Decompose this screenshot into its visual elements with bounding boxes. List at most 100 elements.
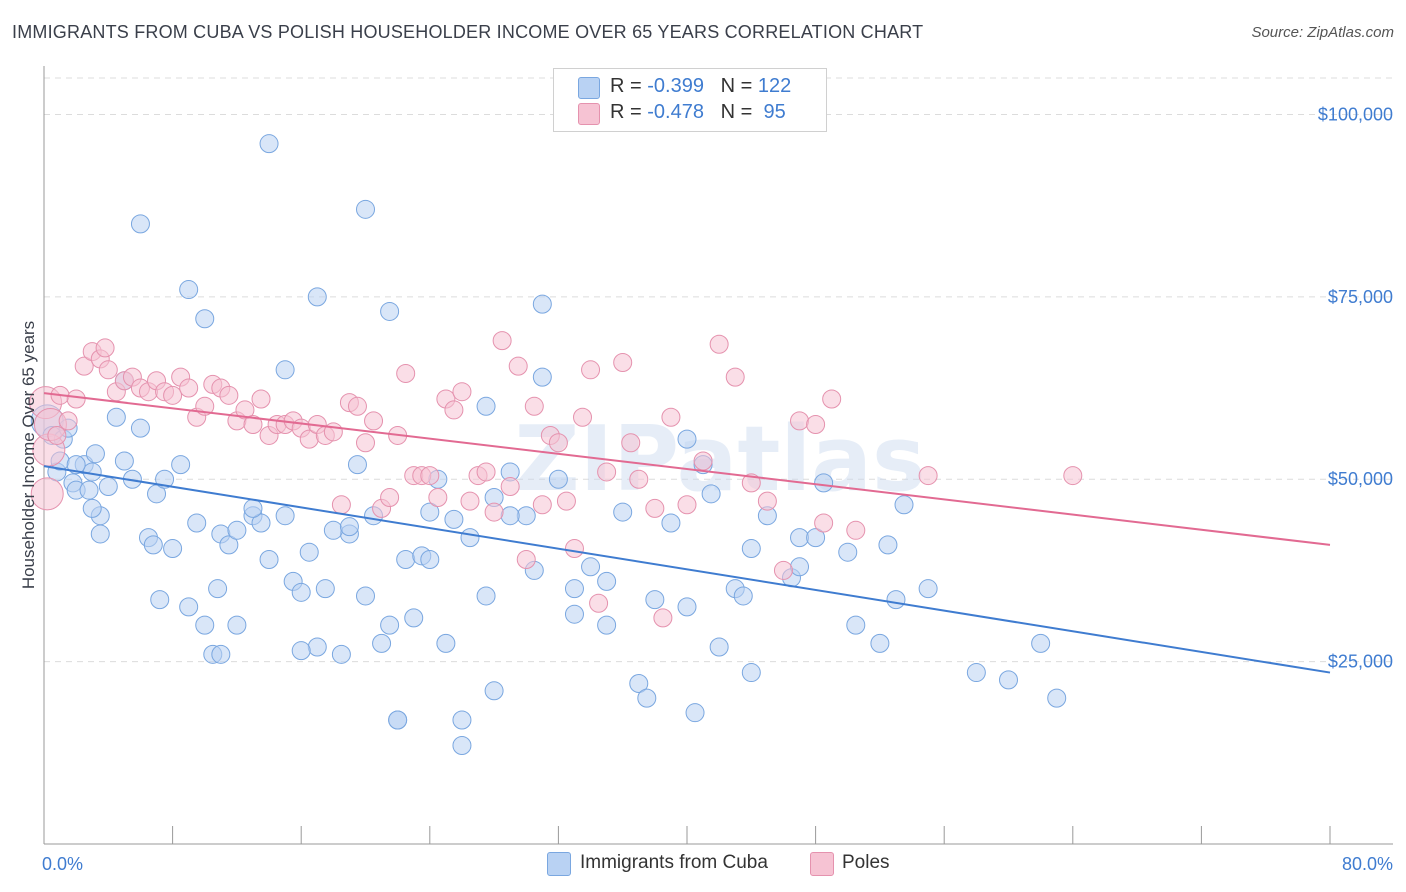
cuba-point-37: [291, 582, 311, 602]
cuba-point-34: [259, 549, 279, 569]
poles-point-63: [508, 356, 528, 376]
poles-point-79: [653, 608, 673, 628]
cuba-point-56: [460, 528, 480, 548]
poles-point-12: [98, 360, 118, 380]
cuba-point-16: [114, 451, 134, 471]
cuba-point-91: [999, 670, 1018, 690]
poles-point-6: [58, 411, 78, 431]
y-tick-label-3: $100,000: [1318, 104, 1393, 124]
poles-point-20: [163, 385, 183, 405]
cuba-point-96: [259, 134, 279, 154]
poles-point-77: [629, 469, 649, 489]
cuba-point-20: [143, 535, 163, 555]
cuba-point-71: [661, 513, 681, 533]
cuba-point-93: [1047, 688, 1067, 708]
poles-point-61: [492, 331, 512, 351]
cuba-point-43: [347, 455, 367, 475]
poles-point-22: [179, 378, 199, 398]
poles-point-27: [219, 385, 239, 405]
trend-lines: [43, 392, 1331, 674]
poles-point-1: [30, 477, 64, 511]
cuba-point-14: [98, 477, 118, 497]
cuba-point-99: [380, 301, 400, 321]
poles-point-82: [693, 451, 713, 471]
cuba-point-24: [179, 597, 199, 617]
cuba-point-113: [291, 641, 311, 661]
cuba-point-117: [163, 539, 183, 559]
cuba-point-54: [436, 633, 456, 653]
cuba-point-105: [323, 520, 343, 540]
cuba-point-66: [597, 571, 617, 591]
cuba-point-62: [532, 367, 552, 387]
poles-point-4: [47, 425, 67, 445]
poles-point-57: [460, 491, 480, 511]
cuba-point-114: [500, 506, 520, 526]
bottom-legend-label-poles: Poles: [842, 852, 890, 873]
poles-point-70: [564, 539, 584, 559]
cuba-point-116: [211, 644, 231, 664]
poles-point-84: [725, 367, 745, 387]
poles-point-40: [323, 422, 343, 442]
cuba-point-109: [677, 429, 697, 449]
cuba-point-111: [339, 517, 359, 537]
cuba-point-97: [307, 287, 327, 307]
poles-point-56: [452, 382, 472, 402]
cuba-point-55: [452, 736, 472, 756]
poles-point-83: [709, 334, 729, 354]
poles-point-72: [581, 360, 601, 380]
cuba-point-122: [790, 557, 810, 577]
y-tick-label-2: $75,000: [1328, 287, 1393, 307]
cuba-trend-line: [43, 465, 1331, 674]
poles-point-68: [548, 433, 568, 453]
poles-point-75: [613, 353, 633, 373]
poles-point-86: [757, 491, 777, 511]
cuba-point-18: [130, 418, 150, 438]
cuba-point-98: [356, 199, 375, 219]
cuba-point-115: [420, 549, 440, 569]
cuba-point-47: [380, 615, 400, 635]
cuba-point-68: [629, 674, 649, 694]
cuba-point-72: [677, 597, 697, 617]
cuba-point-46: [372, 633, 392, 653]
cuba-point-77: [733, 586, 753, 606]
poles-point-45: [364, 411, 384, 431]
cuba-point-82: [806, 528, 826, 548]
cuba-point-25: [187, 513, 207, 533]
cuba-point-120: [564, 579, 584, 599]
cuba-point-69: [637, 688, 657, 708]
cuba-point-70: [645, 590, 665, 610]
cuba-point-50: [404, 608, 424, 628]
bottom-legend-swatch-poles: [810, 852, 834, 876]
poles-point-81: [677, 495, 697, 515]
poles-point-78: [645, 498, 665, 518]
poles-point-7: [66, 389, 86, 409]
poles-point-30: [243, 415, 263, 435]
bottom-legend-swatch-cuba: [547, 852, 571, 876]
cuba-point-49: [396, 549, 416, 569]
poles-point-60: [484, 502, 504, 522]
chart-source: Source: ZipAtlas.com: [1251, 24, 1394, 41]
poles-point-52: [420, 466, 440, 486]
poles-point-44: [356, 433, 375, 453]
cuba-point-33: [251, 513, 271, 533]
cuba-point-95: [179, 280, 199, 300]
cuba-point-84: [838, 542, 858, 562]
cuba-point-118: [243, 498, 263, 518]
poles-point-66: [532, 495, 552, 515]
cuba-point-30: [219, 535, 239, 555]
bottom-legend-label-cuba: Immigrants from Cuba: [580, 852, 768, 873]
y-tick-label-1: $50,000: [1328, 469, 1393, 489]
legend-row-cuba: R = -0.399 N = 122: [610, 75, 792, 97]
cuba-point-67: [613, 502, 633, 522]
cuba-point-124: [82, 498, 102, 518]
poles-point-69: [556, 491, 576, 511]
cuba-point-119: [452, 710, 472, 730]
poles-point-64: [516, 549, 536, 569]
legend-swatch-cuba: [578, 77, 600, 99]
poles-point-94: [1063, 466, 1083, 486]
legend-row-poles: R = -0.478 N = 95: [610, 101, 786, 123]
cuba-point-121: [741, 539, 761, 559]
cuba-point-28: [208, 579, 228, 599]
cuba-point-40: [315, 579, 335, 599]
cuba-point-88: [894, 495, 914, 515]
